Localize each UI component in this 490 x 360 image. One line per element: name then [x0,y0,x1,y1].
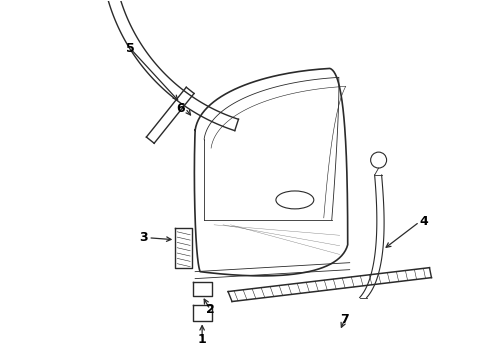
Text: 2: 2 [206,303,215,316]
Text: 1: 1 [198,333,206,346]
Text: 6: 6 [176,102,185,115]
Text: 4: 4 [419,215,428,228]
Text: 5: 5 [126,42,135,55]
Text: 7: 7 [341,313,349,326]
Text: 3: 3 [140,231,148,244]
